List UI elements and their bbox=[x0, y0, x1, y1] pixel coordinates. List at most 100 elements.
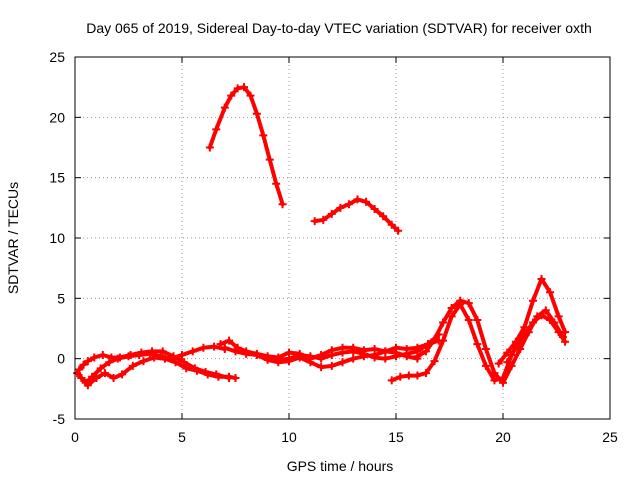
data-point bbox=[370, 353, 379, 362]
data-point bbox=[379, 212, 388, 221]
data-point bbox=[225, 372, 234, 381]
series-arc-11 bbox=[494, 275, 570, 368]
data-point bbox=[387, 220, 396, 229]
data-point bbox=[98, 351, 107, 360]
data-point bbox=[115, 353, 124, 362]
data-point bbox=[220, 103, 229, 112]
data-point bbox=[210, 342, 219, 351]
data-point bbox=[178, 351, 186, 360]
data-point bbox=[520, 323, 529, 332]
data-point bbox=[148, 347, 157, 356]
data-point bbox=[212, 125, 221, 134]
data-point bbox=[439, 318, 448, 327]
series-trail bbox=[505, 313, 568, 365]
data-point bbox=[171, 358, 180, 367]
x-tick-label: 10 bbox=[281, 429, 297, 445]
y-tick-label: 10 bbox=[49, 230, 65, 246]
data-point bbox=[83, 381, 92, 390]
data-point bbox=[381, 354, 390, 363]
data-point bbox=[139, 357, 148, 366]
data-point bbox=[507, 361, 516, 370]
data-point bbox=[128, 361, 137, 370]
data-point bbox=[227, 91, 236, 100]
data-point bbox=[90, 353, 99, 362]
data-point bbox=[481, 345, 490, 354]
data-point bbox=[511, 343, 520, 352]
data-point bbox=[240, 83, 249, 92]
data-point bbox=[265, 155, 274, 164]
data-point bbox=[503, 358, 512, 367]
data-point bbox=[546, 288, 555, 297]
series-arc-7 bbox=[205, 83, 287, 209]
data-point bbox=[192, 366, 201, 375]
data-point bbox=[541, 306, 550, 315]
data-point bbox=[537, 275, 546, 284]
data-point bbox=[490, 376, 499, 385]
data-point bbox=[537, 311, 546, 320]
data-point bbox=[263, 353, 272, 362]
data-point bbox=[79, 360, 88, 369]
data-point bbox=[327, 361, 336, 370]
data-point bbox=[499, 378, 507, 387]
data-point bbox=[394, 226, 403, 235]
data-point bbox=[285, 354, 293, 363]
data-point bbox=[447, 303, 456, 312]
data-point bbox=[392, 343, 400, 352]
data-point bbox=[216, 340, 225, 349]
data-point bbox=[137, 348, 146, 357]
data-point bbox=[421, 347, 430, 356]
data-point bbox=[100, 369, 109, 378]
data-point bbox=[392, 352, 400, 361]
y-tick-label: 0 bbox=[57, 351, 65, 367]
data-point bbox=[252, 109, 261, 118]
y-tick-label: 15 bbox=[49, 170, 65, 186]
data-point bbox=[272, 179, 281, 188]
data-point bbox=[516, 345, 525, 354]
data-point bbox=[349, 347, 358, 356]
data-point bbox=[396, 372, 405, 381]
data-point bbox=[75, 365, 84, 374]
data-point bbox=[188, 347, 197, 356]
data-point bbox=[494, 359, 503, 368]
data-point bbox=[381, 347, 390, 356]
data-point bbox=[310, 217, 319, 226]
y-tick-label: -5 bbox=[53, 411, 66, 427]
data-point bbox=[421, 369, 430, 378]
data-point bbox=[404, 371, 413, 380]
data-point bbox=[439, 336, 448, 345]
x-tick-label: 25 bbox=[602, 429, 618, 445]
data-point bbox=[503, 348, 512, 357]
data-point bbox=[150, 353, 159, 362]
data-point bbox=[464, 316, 473, 325]
data-point bbox=[413, 352, 422, 361]
data-point bbox=[370, 205, 379, 214]
data-point bbox=[338, 358, 347, 367]
data-point bbox=[338, 348, 347, 357]
data-point bbox=[107, 353, 116, 362]
data-point bbox=[481, 361, 490, 370]
data-point bbox=[246, 91, 255, 100]
data-point bbox=[233, 84, 242, 93]
data-point bbox=[402, 349, 411, 358]
data-point bbox=[118, 370, 127, 379]
data-point bbox=[473, 340, 482, 349]
series-arc-12 bbox=[503, 311, 570, 367]
data-point bbox=[387, 376, 396, 385]
data-point bbox=[344, 200, 353, 209]
x-tick-label: 20 bbox=[495, 429, 511, 445]
axis-ticks: 0 5 10 15 20 25 -5 0 5 10 15 20 25 bbox=[49, 49, 618, 445]
data-point bbox=[561, 337, 570, 346]
x-tick-label: 0 bbox=[71, 429, 79, 445]
data-point bbox=[317, 354, 326, 363]
data-point bbox=[77, 373, 86, 382]
data-point bbox=[413, 371, 422, 380]
data-point bbox=[252, 351, 261, 360]
data-point bbox=[205, 143, 214, 152]
data-point bbox=[278, 200, 287, 209]
data-point bbox=[473, 316, 482, 325]
data-point bbox=[169, 352, 178, 361]
data-point bbox=[158, 347, 167, 356]
x-axis-label: GPS time / hours bbox=[287, 458, 394, 474]
